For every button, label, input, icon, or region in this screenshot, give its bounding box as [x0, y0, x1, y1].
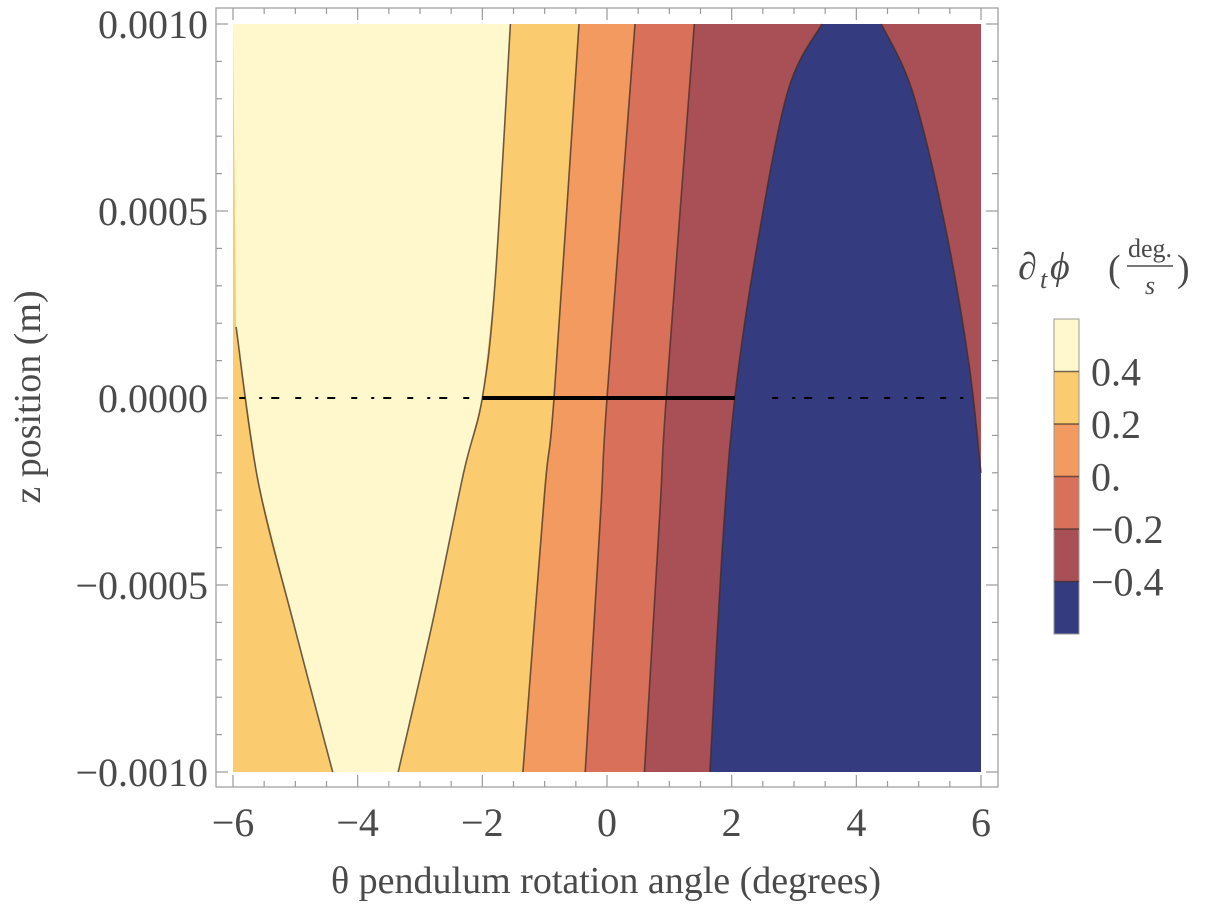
legend-label: 0.2 [1091, 402, 1141, 447]
legend-unit-numerator: deg. [1128, 234, 1172, 263]
x-tick-label: 6 [971, 800, 991, 845]
contour-line [235, 326, 334, 773]
x-tick-labels: −6 −4 −2 0 2 4 6 [212, 800, 991, 845]
x-tick-label: 2 [722, 800, 742, 845]
legend-label: −0.2 [1091, 507, 1164, 552]
contour-line [880, 23, 982, 473]
legend-title: ∂ t ϕ ( deg. s ) [1018, 234, 1190, 300]
legend-band [1054, 476, 1079, 529]
legend-band [1054, 319, 1079, 372]
y-tick-labels: −0.0010 −0.0005 0.0000 0.0005 0.0010 [75, 2, 208, 795]
y-tick-label: −0.0005 [75, 563, 208, 608]
x-tick-label: −2 [461, 800, 504, 845]
legend-unit-denominator: s [1145, 271, 1155, 300]
contour-line [709, 23, 823, 773]
y-tick-label: 0.0005 [98, 189, 208, 234]
contour-line [584, 23, 636, 773]
legend-title-variable: ϕ [1050, 246, 1070, 288]
legend-labels: 0.4 0.2 0. −0.2 −0.4 [1091, 350, 1164, 605]
y-tick-label: −0.0010 [75, 750, 208, 795]
y-tick-label: 0.0010 [98, 2, 208, 47]
legend-color-bar [1053, 318, 1080, 635]
legend-band [1054, 424, 1079, 477]
axis-ticks [216, 8, 998, 787]
legend-unit-close-paren: ) [1177, 248, 1190, 290]
legend-band [1054, 581, 1079, 634]
x-tick-label: 0 [597, 800, 617, 845]
contour-band-below-neg0.4 [709, 24, 981, 772]
legend-label: 0. [1091, 455, 1121, 500]
legend-band [1054, 529, 1079, 582]
x-tick-label: −6 [212, 800, 255, 845]
legend-title-derivative: ∂ [1018, 246, 1037, 288]
legend-band [1054, 371, 1079, 424]
contour-line [643, 23, 696, 773]
legend: ∂ t ϕ ( deg. s ) 0.4 0.2 0. −0.2 −0.4 [1018, 234, 1190, 635]
y-tick-label: 0.0000 [98, 376, 208, 421]
legend-unit-open-paren: ( [1108, 248, 1121, 290]
legend-label: −0.4 [1091, 560, 1164, 605]
legend-label: 0.4 [1091, 350, 1141, 395]
x-tick-label: 4 [846, 800, 866, 845]
contour-line [522, 23, 580, 773]
x-tick-label: −4 [336, 800, 379, 845]
plot-area [233, 23, 982, 773]
contour-line [397, 23, 512, 773]
legend-title-subscript: t [1040, 265, 1048, 294]
y-axis-title: z position (m) [7, 290, 49, 503]
x-axis-title: θ pendulum rotation angle (degrees) [331, 860, 881, 902]
